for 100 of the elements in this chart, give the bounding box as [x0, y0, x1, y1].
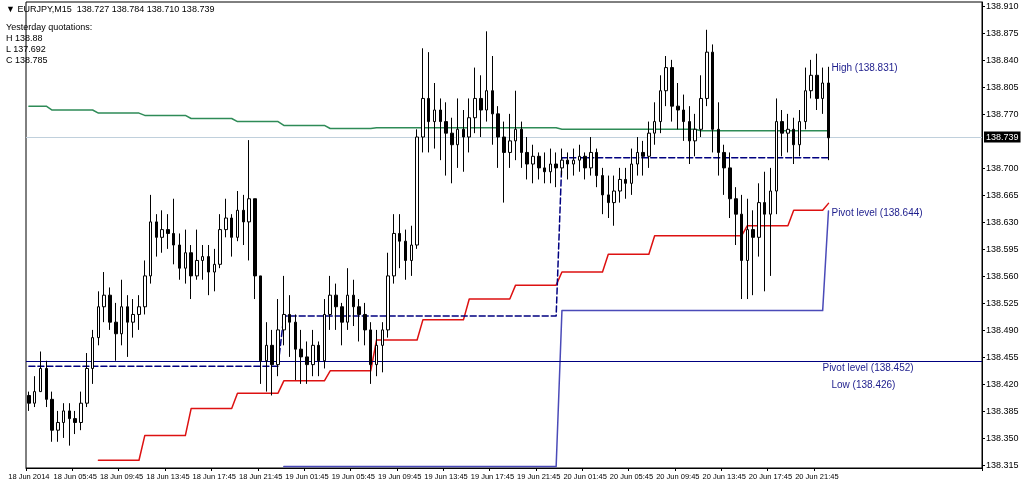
candlestick — [722, 144, 726, 196]
candlestick — [299, 329, 303, 385]
candlestick — [531, 144, 535, 184]
candlestick — [120, 279, 123, 346]
chart-title: ▼ EURJPY,M15 138.727 138.784 138.710 138.739 — [6, 3, 215, 14]
candlestick — [734, 186, 738, 246]
candlestick — [346, 267, 349, 331]
annotation: Yesterday quotations: — [6, 21, 93, 32]
candlestick — [520, 121, 523, 169]
candlestick — [653, 101, 656, 146]
candlestick — [155, 213, 158, 258]
candlestick — [740, 194, 743, 300]
candlestick — [473, 67, 477, 134]
candlestick — [815, 53, 819, 111]
candlestick — [68, 402, 71, 447]
candlestick — [276, 298, 280, 377]
y-tick-label: 138.315 — [986, 459, 1019, 470]
candlestick — [780, 109, 784, 157]
y-tick-label: 138.840 — [986, 54, 1019, 65]
candlestick — [699, 74, 703, 138]
candlestick — [160, 209, 164, 254]
candlestick — [508, 113, 512, 169]
candlestick — [804, 67, 807, 130]
candlestick — [218, 213, 222, 269]
candlestick — [166, 213, 170, 250]
y-tick-label: 138.525 — [986, 297, 1019, 308]
candlestick — [305, 340, 309, 385]
candlestick — [514, 90, 517, 161]
y-tick-label: 138.490 — [986, 324, 1019, 335]
annotation: Pivot level (138.452) — [822, 361, 914, 373]
candlestick — [554, 151, 558, 188]
candlestick — [270, 329, 274, 396]
y-tick-label: 138.910 — [986, 0, 1019, 11]
candlestick — [143, 259, 147, 315]
candlestick — [578, 144, 581, 173]
candlestick — [763, 171, 766, 292]
candlestick — [688, 105, 691, 165]
candlestick — [827, 66, 830, 161]
candlestick — [108, 286, 112, 331]
candlestick — [821, 67, 824, 115]
candlestick — [618, 167, 622, 204]
y-tick-label: 138.385 — [986, 405, 1019, 416]
candlestick — [97, 290, 100, 346]
candlestick — [641, 140, 645, 177]
y-tick-label: 138.350 — [986, 432, 1019, 443]
annotation: L 137.692 — [6, 43, 46, 54]
candlestick — [242, 194, 245, 246]
candlestick — [607, 175, 610, 219]
candlestick — [201, 244, 204, 281]
candlestick — [323, 298, 326, 369]
candlestick — [798, 109, 801, 157]
candlestick — [439, 97, 442, 161]
candlestick — [137, 294, 141, 331]
y-tick-label: 138.700 — [986, 162, 1019, 173]
candlestick — [711, 43, 714, 153]
candlestick — [102, 271, 106, 323]
candlestick — [636, 136, 639, 177]
candlestick — [357, 298, 361, 342]
candlestick — [149, 194, 152, 285]
candlestick — [682, 94, 685, 142]
annotation: C 138.785 — [6, 54, 48, 65]
candlestick — [73, 410, 77, 435]
candlestick — [630, 148, 633, 196]
candlestick — [195, 229, 199, 281]
candlestick — [496, 105, 500, 169]
candlestick — [450, 117, 454, 184]
candlestick — [786, 113, 790, 153]
candlestick — [560, 148, 564, 177]
candlestick — [363, 302, 367, 346]
candlestick — [462, 109, 465, 173]
candlestick — [485, 30, 488, 123]
candlestick — [33, 375, 36, 408]
candlestick — [693, 113, 697, 157]
candlestick — [114, 302, 118, 362]
candlestick — [340, 302, 344, 346]
candlestick — [56, 410, 60, 443]
line-series — [28, 105, 830, 132]
candlestick — [589, 136, 593, 177]
candlestick — [79, 391, 83, 431]
candlestick — [467, 97, 471, 153]
candlestick — [792, 117, 795, 165]
candlestick — [670, 59, 674, 123]
y-tick-label: 138.455 — [986, 351, 1019, 362]
candlestick — [664, 55, 668, 107]
candlestick — [126, 294, 129, 358]
candlestick — [757, 182, 761, 258]
y-tick-label: 138.875 — [986, 27, 1019, 38]
candlestick — [334, 283, 338, 331]
candlestick — [253, 198, 257, 300]
candlestick — [624, 167, 627, 200]
candlestick — [247, 139, 251, 261]
candlestick — [328, 275, 332, 331]
y-tick-label: 138.770 — [986, 108, 1019, 119]
y-tick-label: 138.595 — [986, 243, 1019, 254]
candlestick — [369, 321, 372, 385]
candlestick — [381, 321, 384, 373]
candlestick — [85, 352, 89, 408]
candlestick — [404, 229, 407, 281]
candlestick — [39, 351, 42, 393]
candlestick — [352, 279, 355, 327]
